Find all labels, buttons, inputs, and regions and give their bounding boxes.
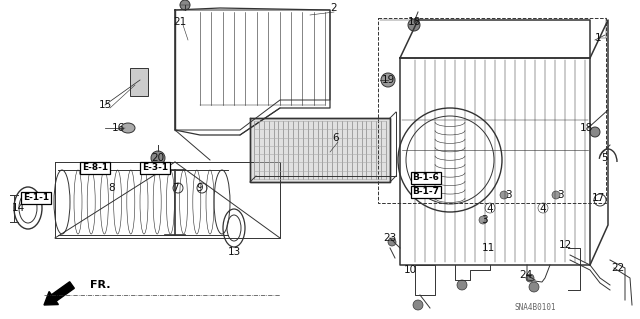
Text: FR.: FR. — [90, 280, 111, 290]
Text: 3: 3 — [557, 190, 563, 200]
Circle shape — [500, 191, 508, 199]
Circle shape — [413, 300, 423, 310]
Text: 12: 12 — [558, 240, 572, 250]
Circle shape — [408, 19, 420, 31]
Text: 17: 17 — [591, 193, 605, 203]
Text: 24: 24 — [520, 270, 532, 280]
Text: 2: 2 — [331, 3, 337, 13]
Text: 13: 13 — [227, 247, 241, 257]
Text: SNA4B0101: SNA4B0101 — [514, 303, 556, 313]
Bar — [130, 68, 148, 96]
Text: 11: 11 — [481, 243, 495, 253]
Circle shape — [388, 238, 396, 246]
Text: 1: 1 — [595, 33, 602, 43]
Text: B-1-6: B-1-6 — [413, 174, 440, 182]
Text: 18: 18 — [408, 17, 420, 27]
Text: 7: 7 — [172, 183, 179, 193]
Text: 23: 23 — [383, 233, 397, 243]
Text: 9: 9 — [196, 183, 204, 193]
Text: E-3-1: E-3-1 — [142, 164, 168, 173]
Text: 14: 14 — [12, 203, 24, 213]
Circle shape — [151, 151, 165, 165]
Text: 8: 8 — [109, 183, 115, 193]
Text: 16: 16 — [111, 123, 125, 133]
Bar — [250, 118, 390, 182]
Text: 20: 20 — [152, 153, 164, 163]
Circle shape — [180, 0, 190, 10]
Text: 6: 6 — [333, 133, 339, 143]
Ellipse shape — [121, 123, 135, 133]
Circle shape — [457, 280, 467, 290]
Circle shape — [526, 274, 534, 282]
Text: 5: 5 — [601, 153, 607, 163]
Bar — [378, 18, 606, 203]
Text: 10: 10 — [403, 265, 417, 275]
Text: 22: 22 — [611, 263, 625, 273]
Circle shape — [479, 216, 487, 224]
Circle shape — [529, 282, 539, 292]
Text: B-1-7: B-1-7 — [413, 188, 440, 197]
Text: 3: 3 — [505, 190, 511, 200]
Text: 18: 18 — [579, 123, 593, 133]
Text: 4: 4 — [540, 204, 547, 214]
Text: 19: 19 — [381, 75, 395, 85]
Text: 21: 21 — [173, 17, 187, 27]
Circle shape — [590, 127, 600, 137]
Text: E-1-1: E-1-1 — [23, 194, 49, 203]
Circle shape — [381, 73, 395, 87]
Text: 4: 4 — [486, 204, 493, 214]
Circle shape — [552, 191, 560, 199]
Text: E-8-1: E-8-1 — [82, 164, 108, 173]
Text: 15: 15 — [99, 100, 111, 110]
Text: 3: 3 — [481, 215, 487, 225]
FancyArrow shape — [44, 282, 74, 305]
